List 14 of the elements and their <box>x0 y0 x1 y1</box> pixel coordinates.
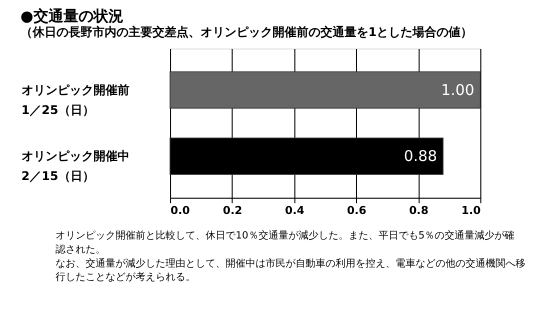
x-tick-label: 1.0 <box>461 204 482 218</box>
x-tick-label: 0.0 <box>170 204 190 218</box>
x-tick-label: 0.4 <box>284 204 305 218</box>
y-tick-label: オリンピック開催中 2／15（日） <box>21 149 130 184</box>
text: オリンピック開催前と比較して、休日で10％交通量が減少した。また、平日でも5％の交通量減少が確認された。 <box>56 229 515 256</box>
data-label: 1.00 <box>441 80 474 99</box>
x-tick-label: 0.6 <box>347 204 367 218</box>
x-tick-label: 0.8 <box>409 204 428 218</box>
x-tick-label: 0.2 <box>222 204 242 218</box>
chart-title: ●交通量の状況 <box>20 7 124 26</box>
text: なお、交通量が減少した理由として、開催中は市民が自動車の利用を控え、電車などの他の交通機関へ移行したことなどが考えられる。 <box>56 257 526 284</box>
chart-subtitle: （休日の長野市内の主要交差点、オリンピック開催前の交通量を1とした場合の値） <box>20 25 473 40</box>
y-tick-label: オリンピック開催前 1／25（日） <box>21 82 130 117</box>
data-label: 0.88 <box>404 147 438 166</box>
